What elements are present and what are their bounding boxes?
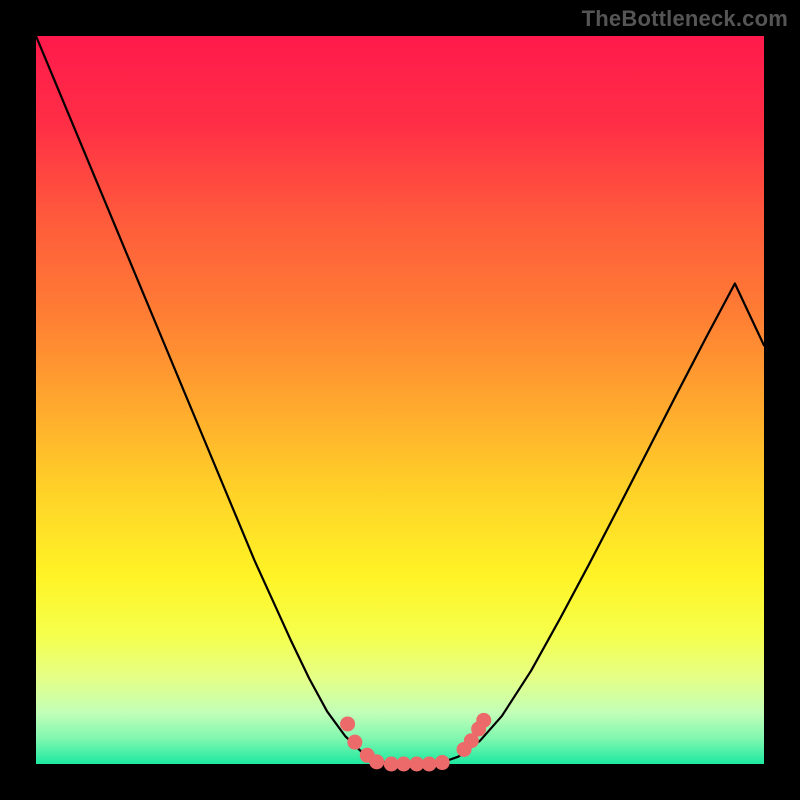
marker-point [348,735,362,749]
plot-background-gradient [36,36,764,764]
marker-point [477,713,491,727]
marker-point [435,756,449,770]
chart-svg [0,0,800,800]
marker-point [341,717,355,731]
chart-container: TheBottleneck.com [0,0,800,800]
marker-point [397,757,411,771]
marker-point [370,755,384,769]
marker-point [422,757,436,771]
watermark-text: TheBottleneck.com [582,6,788,32]
